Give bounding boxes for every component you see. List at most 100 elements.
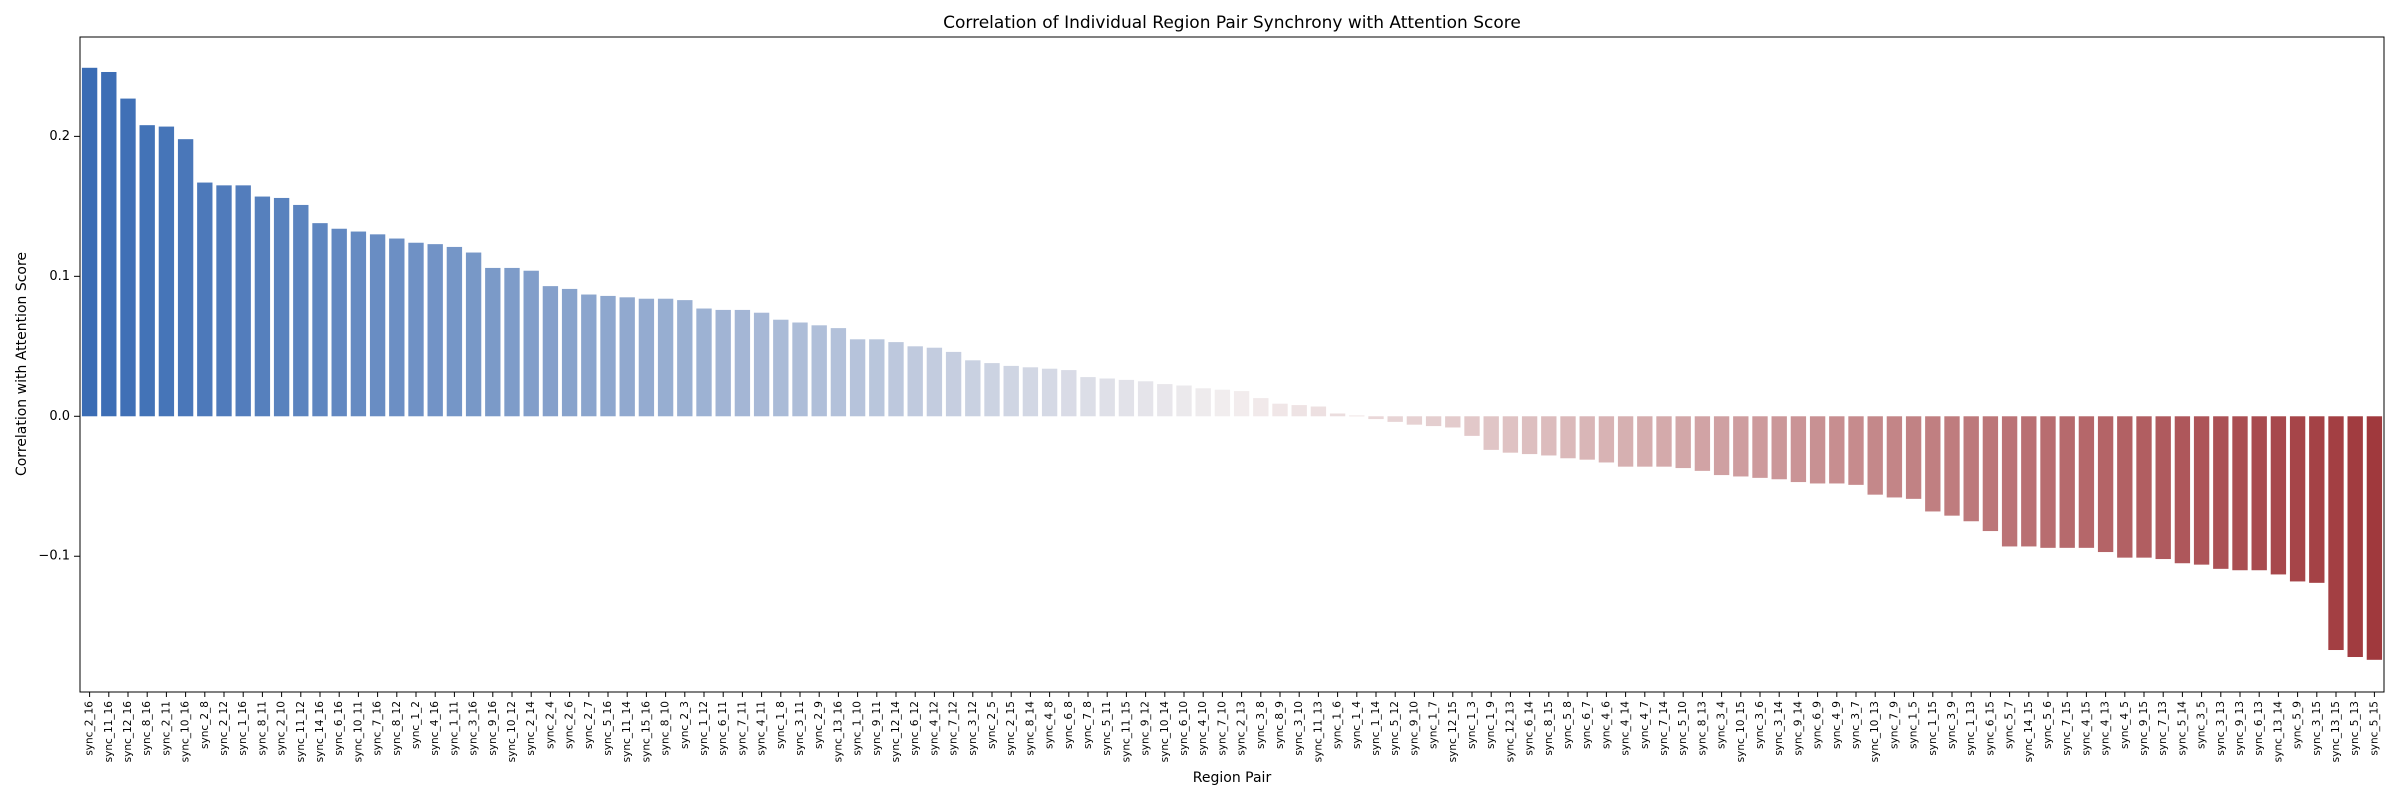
bar [1022, 367, 1039, 417]
bar [139, 125, 155, 417]
bar [1944, 416, 1960, 516]
x-tick-label: sync_4_7 [1639, 701, 1651, 749]
bar [1848, 416, 1864, 485]
x-tick-label: sync_12_14 [890, 701, 902, 763]
bar [984, 363, 1000, 417]
bar [1560, 416, 1576, 459]
x-tick-label: sync_1_12 [698, 701, 710, 756]
plot-frame [79, 36, 2385, 693]
bar [1771, 416, 1787, 480]
bar [638, 298, 655, 417]
x-tick-label: sync_1_9 [1485, 701, 1497, 749]
bar [1406, 416, 1423, 425]
bar [677, 300, 693, 417]
x-tick-label: sync_6_11 [717, 701, 729, 756]
bar [792, 322, 808, 417]
bar [2117, 416, 2133, 558]
bar [965, 360, 981, 417]
x-tick-label: sync_2_8 [199, 701, 211, 749]
bar [600, 295, 616, 417]
bar [1233, 391, 1250, 417]
x-tick-label: sync_3_14 [1773, 701, 1785, 756]
bar [446, 246, 463, 417]
bar [1656, 416, 1672, 467]
bar [2347, 416, 2363, 658]
x-tick-label: sync_1_3 [1466, 701, 1478, 749]
bar [369, 234, 386, 417]
bar [1867, 416, 1883, 495]
x-tick-label: sync_6_12 [909, 701, 921, 756]
bar [1752, 416, 1768, 478]
bar [1099, 378, 1115, 417]
x-tick-label: sync_6_14 [1524, 701, 1536, 756]
bar [1598, 416, 1615, 463]
x-axis-label: Region Pair [1193, 770, 1272, 786]
bar [1617, 416, 1634, 467]
x-tick-label: sync_9_16 [487, 701, 499, 756]
bar [2059, 416, 2075, 548]
bar [657, 298, 674, 417]
bar [907, 346, 923, 417]
bar [1790, 416, 1807, 483]
x-tick-label: sync_5_8 [1562, 701, 1574, 749]
bar [1925, 416, 1941, 512]
bar [1214, 389, 1231, 417]
x-tick-label: sync_2_7 [583, 701, 595, 749]
x-tick-label: sync_3_16 [468, 701, 480, 756]
bar [216, 185, 232, 417]
x-tick-label: sync_9_15 [2138, 701, 2150, 756]
x-tick-label: sync_12_13 [1504, 701, 1516, 762]
bar [312, 223, 328, 417]
x-tick-label: sync_8_12 [391, 701, 403, 756]
x-tick-label: sync_10_13 [1869, 701, 1881, 762]
bar [2174, 416, 2191, 564]
x-tick-label: sync_2_13 [1236, 701, 1248, 756]
x-tick-label: sync_1_5 [1908, 701, 1920, 749]
bar [2155, 416, 2171, 560]
x-tick-label: sync_10_16 [180, 701, 192, 763]
bar [2309, 416, 2325, 583]
x-tick-label: sync_3_6 [1754, 701, 1766, 749]
x-tick-label: sync_1_2 [410, 701, 422, 749]
x-tick-label: sync_11_16 [103, 701, 115, 763]
bar [2193, 416, 2210, 565]
x-tick-label: sync_2_11 [160, 701, 172, 756]
x-tick-label: sync_1_6 [1332, 701, 1344, 749]
bar [1675, 416, 1691, 469]
x-tick-label: sync_8_9 [1274, 701, 1286, 749]
x-tick-label: sync_8_15 [1543, 701, 1555, 756]
bar [1829, 416, 1845, 484]
bar [2078, 416, 2095, 548]
bar [734, 309, 751, 417]
x-tick-label: sync_5_13 [2349, 701, 2361, 756]
x-tick-label: sync_2_15 [1005, 701, 1017, 756]
x-tick-label: sync_4_13 [2100, 701, 2112, 756]
bar [2097, 416, 2114, 553]
bar [331, 228, 347, 417]
bar [1387, 416, 1403, 422]
bar [293, 204, 309, 417]
bar [1713, 416, 1730, 476]
x-tick-label: sync_4_10 [1197, 701, 1209, 756]
x-tick-label: sync_6_13 [2253, 701, 2265, 756]
x-tick-label: sync_3_10 [1293, 701, 1305, 756]
x-tick-label: sync_2_10 [276, 701, 288, 756]
bar [2366, 416, 2383, 660]
x-tick-label: sync_11_12 [295, 701, 307, 762]
y-tick-label: 0.0 [49, 409, 70, 424]
bar [1137, 381, 1154, 417]
x-tick-label: sync_6_16 [333, 701, 345, 756]
x-tick-label: sync_3_4 [1716, 701, 1728, 749]
x-tick-label: sync_7_9 [1888, 701, 1900, 749]
bar [1310, 406, 1327, 417]
x-tick-label: sync_4_12 [928, 701, 940, 756]
x-tick-label: sync_3_12 [967, 701, 979, 756]
x-tick-label: sync_3_5 [2196, 701, 2208, 749]
bar [485, 267, 501, 417]
x-tick-label: sync_9_13 [2234, 701, 2246, 756]
x-tick-label: sync_7_12 [948, 701, 960, 756]
x-tick-label: sync_7_10 [1216, 701, 1228, 756]
x-tick-label: sync_6_10 [1178, 701, 1190, 756]
bar [1579, 416, 1595, 460]
